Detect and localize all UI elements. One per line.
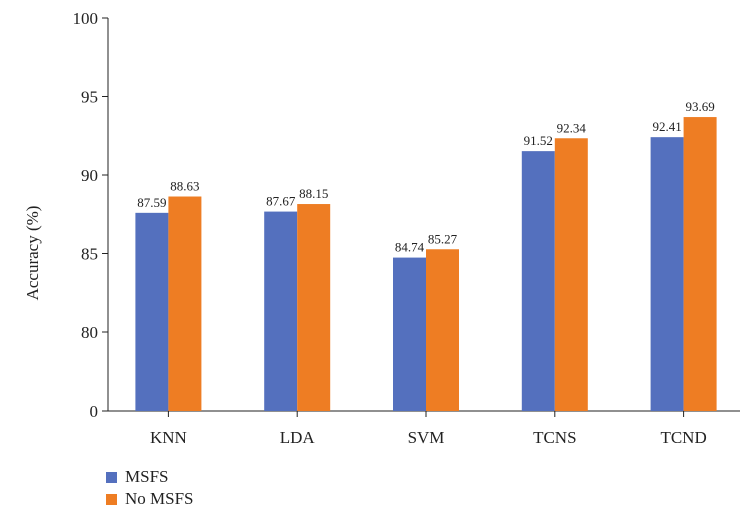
x-tick-label: SVM	[408, 428, 445, 447]
legend-swatch-msfs	[106, 471, 117, 483]
bar-tcnd-msfs	[650, 137, 684, 411]
x-tick-label: KNN	[150, 428, 187, 447]
data-label: 91.52	[524, 133, 553, 148]
legend-item-msfs: MSFS	[106, 466, 194, 488]
data-label: 85.27	[428, 231, 458, 246]
legend: MSFS No MSFS	[106, 466, 194, 510]
y-tick-label: 0	[90, 402, 99, 421]
bar-tcns-no-msfs	[554, 138, 588, 411]
bar-svm-no-msfs	[426, 249, 459, 411]
bar-tcns-msfs	[521, 151, 555, 412]
bar-knn-msfs	[135, 212, 169, 411]
y-tick-label: 100	[73, 9, 99, 28]
bar-tcnd-no-msfs	[683, 117, 717, 411]
bar-chart: Accuracy (%) 0 80 85 90 95 100 87.59 88.63 87.6…	[23, 9, 740, 447]
bar-lda-no-msfs	[297, 204, 331, 411]
bar-knn-no-msfs	[168, 196, 202, 411]
y-tick-label: 85	[81, 245, 98, 264]
x-tick-label: TCNS	[533, 428, 576, 447]
data-label: 87.67	[266, 194, 296, 209]
data-label: 92.34	[557, 120, 587, 135]
data-label: 93.69	[685, 99, 714, 114]
legend-label-msfs: MSFS	[125, 467, 169, 486]
bar-lda-msfs	[264, 211, 298, 411]
data-label: 88.15	[299, 186, 328, 201]
data-label: 88.63	[170, 179, 199, 194]
y-tick-label: 95	[81, 88, 98, 107]
bar-svm-msfs	[393, 257, 426, 411]
legend-swatch-no-msfs	[106, 493, 117, 505]
legend-label-no-msfs: No MSFS	[125, 489, 194, 508]
y-tick-label: 90	[81, 166, 98, 185]
x-tick-label: TCND	[660, 428, 706, 447]
data-label: 87.59	[137, 195, 166, 210]
data-label: 84.74	[395, 240, 425, 255]
legend-item-no-msfs: No MSFS	[106, 488, 194, 510]
data-label: 92.41	[652, 119, 681, 134]
y-axis-title: Accuracy (%)	[23, 206, 42, 301]
y-tick-label: 80	[81, 323, 98, 342]
x-tick-label: LDA	[280, 428, 316, 447]
